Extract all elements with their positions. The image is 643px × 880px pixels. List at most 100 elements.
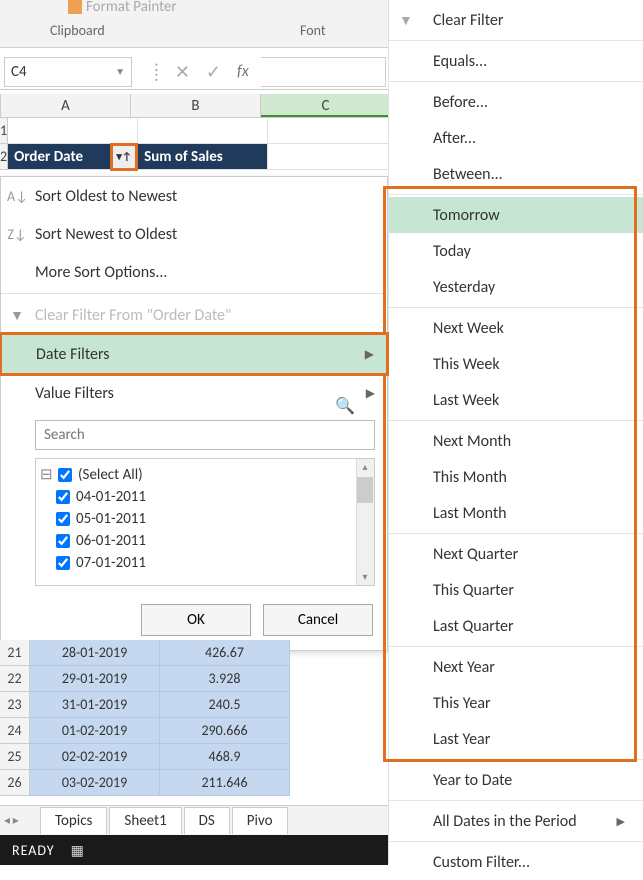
sub-last-year[interactable]: Last Year bbox=[389, 721, 643, 757]
sub-year-to-date[interactable]: Year to Date bbox=[389, 762, 643, 798]
sub-this-year[interactable]: This Year bbox=[389, 685, 643, 721]
sub-last-week[interactable]: Last Week bbox=[389, 382, 643, 418]
sub-next-week[interactable]: Next Week bbox=[389, 310, 643, 346]
row-header[interactable]: 24 bbox=[0, 718, 30, 744]
cell[interactable]: 211.646 bbox=[160, 770, 290, 796]
sub-yesterday[interactable]: Yesterday bbox=[389, 269, 643, 305]
sub-next-month[interactable]: Next Month bbox=[389, 423, 643, 459]
cell[interactable] bbox=[268, 118, 398, 144]
tree-checkbox[interactable] bbox=[56, 512, 70, 526]
cell[interactable]: 31-01-2019 bbox=[30, 692, 160, 718]
cell[interactable]: 29-01-2019 bbox=[30, 666, 160, 692]
row-header[interactable]: 23 bbox=[0, 692, 30, 718]
sub-last-month[interactable]: Last Month bbox=[389, 495, 643, 531]
row-header[interactable]: 26 bbox=[0, 770, 30, 796]
ok-button[interactable]: OK bbox=[141, 604, 251, 636]
tree-item[interactable]: ⊟(Select All) bbox=[36, 463, 374, 486]
sub-next-quarter[interactable]: Next Quarter bbox=[389, 536, 643, 572]
fx-icon[interactable]: fx bbox=[237, 62, 249, 81]
filter-dropdown-button[interactable]: ▾↑ bbox=[110, 143, 138, 171]
sub-after[interactable]: After... bbox=[389, 120, 643, 156]
tree-item[interactable]: 05-01-2011 bbox=[36, 508, 374, 530]
formula-bar-row: C4 ▼ ⁞ ✕ ✓ fx bbox=[0, 54, 388, 90]
formula-buttons: ⁞ ✕ ✓ fx bbox=[142, 61, 261, 83]
clipboard-group-label: Clipboard bbox=[50, 22, 105, 39]
menu-value-filters[interactable]: Value Filters▶ bbox=[1, 374, 387, 412]
row-header[interactable]: 25 bbox=[0, 744, 30, 770]
cancel-x-icon[interactable]: ✕ bbox=[175, 61, 190, 83]
sub-custom-filter[interactable]: Custom Filter... bbox=[389, 844, 643, 880]
sub-today[interactable]: Today bbox=[389, 233, 643, 269]
sub-equals[interactable]: Equals... bbox=[389, 43, 643, 79]
sub-all-dates-period[interactable]: All Dates in the Period▶ bbox=[389, 803, 643, 839]
cell[interactable] bbox=[268, 144, 398, 170]
tree-checkbox[interactable] bbox=[56, 556, 70, 570]
sub-clear-filter[interactable]: ▼Clear Filter bbox=[389, 2, 643, 38]
row-header[interactable]: 2 bbox=[0, 144, 8, 170]
cell[interactable]: 02-02-2019 bbox=[30, 744, 160, 770]
sub-last-quarter[interactable]: Last Quarter bbox=[389, 608, 643, 644]
tree-checkbox[interactable] bbox=[56, 534, 70, 548]
cell[interactable] bbox=[138, 118, 268, 144]
pivot-header-sum-sales[interactable]: Sum of Sales bbox=[138, 144, 268, 170]
sheet-tab[interactable]: DS bbox=[184, 807, 230, 834]
ribbon-fragment: Format Painter Clipboard Font bbox=[0, 0, 388, 48]
sub-this-month[interactable]: This Month bbox=[389, 459, 643, 495]
sub-this-week[interactable]: This Week bbox=[389, 346, 643, 382]
sub-between[interactable]: Between... bbox=[389, 156, 643, 192]
enter-check-icon[interactable]: ✓ bbox=[206, 61, 221, 83]
col-header-c[interactable]: C bbox=[261, 94, 391, 117]
vdots-icon[interactable]: ⁞ bbox=[154, 61, 159, 83]
scroll-up-icon[interactable]: ▴ bbox=[356, 459, 374, 475]
row-header[interactable]: 22 bbox=[0, 666, 30, 692]
pivot-header-order-date[interactable]: Order Date ▾↑ bbox=[8, 144, 138, 170]
tree-checkbox[interactable] bbox=[56, 490, 70, 504]
sub-tomorrow[interactable]: Tomorrow bbox=[389, 197, 643, 233]
cell[interactable]: 03-02-2019 bbox=[30, 770, 160, 796]
sub-before[interactable]: Before... bbox=[389, 84, 643, 120]
cell[interactable]: 240.5 bbox=[160, 692, 290, 718]
name-box[interactable]: C4 ▼ bbox=[4, 57, 132, 87]
sheet-tab[interactable]: Sheet1 bbox=[109, 807, 181, 834]
tree-item[interactable]: 07-01-2011 bbox=[36, 552, 374, 574]
cell[interactable]: 01-02-2019 bbox=[30, 718, 160, 744]
formula-input[interactable] bbox=[261, 57, 386, 87]
filter-values-tree[interactable]: ⊟(Select All) 04-01-2011 05-01-2011 06-0… bbox=[35, 458, 375, 586]
name-box-value: C4 bbox=[11, 63, 27, 81]
menu-sort-newest[interactable]: Z↓Sort Newest to Oldest bbox=[1, 215, 387, 253]
cell[interactable]: 468.9 bbox=[160, 744, 290, 770]
cell[interactable]: 28-01-2019 bbox=[30, 640, 160, 666]
paintbrush-icon bbox=[68, 0, 82, 14]
sub-next-year[interactable]: Next Year bbox=[389, 649, 643, 685]
col-header-a[interactable]: A bbox=[1, 94, 131, 117]
row-header[interactable]: 21 bbox=[0, 640, 30, 666]
scroll-down-icon[interactable]: ▾ bbox=[356, 569, 374, 585]
cell[interactable]: 3.928 bbox=[160, 666, 290, 692]
menu-sort-oldest[interactable]: A↓Sort Oldest to Newest bbox=[1, 177, 387, 215]
sheet-tab[interactable]: Pivo bbox=[232, 807, 288, 834]
col-header-b[interactable]: B bbox=[131, 94, 261, 117]
chevron-right-icon: ▶ bbox=[366, 386, 375, 401]
sheet-tab[interactable]: Topics bbox=[40, 807, 107, 834]
tab-nav-arrows[interactable]: ◂ ▸ bbox=[4, 813, 19, 828]
filter-search: 🔍 bbox=[35, 420, 375, 450]
tree-item[interactable]: 06-01-2011 bbox=[36, 530, 374, 552]
menu-date-filters[interactable]: Date Filters▶ bbox=[0, 332, 389, 376]
cell[interactable]: 426.67 bbox=[160, 640, 290, 666]
cell[interactable] bbox=[8, 118, 138, 144]
menu-more-sort[interactable]: More Sort Options... bbox=[1, 253, 387, 291]
column-headers: A B C bbox=[0, 94, 388, 118]
sort-asc-icon: A↓ bbox=[7, 188, 27, 205]
cancel-button[interactable]: Cancel bbox=[263, 604, 373, 636]
macro-record-icon[interactable]: ▦ bbox=[71, 842, 85, 859]
cell[interactable]: 290.666 bbox=[160, 718, 290, 744]
row-header[interactable]: 1 bbox=[0, 118, 8, 144]
tree-checkbox[interactable] bbox=[58, 468, 72, 482]
format-painter-label: Format Painter bbox=[68, 0, 177, 16]
sub-this-quarter[interactable]: This Quarter bbox=[389, 572, 643, 608]
search-input[interactable] bbox=[35, 420, 375, 450]
worksheet-area: A B C 1 2 Order Date ▾↑ Sum of Sales bbox=[0, 94, 388, 170]
tree-item[interactable]: 04-01-2011 bbox=[36, 486, 374, 508]
menu-clear-filter: ▼Clear Filter From "Order Date" bbox=[1, 296, 387, 334]
scroll-thumb[interactable] bbox=[357, 477, 373, 503]
